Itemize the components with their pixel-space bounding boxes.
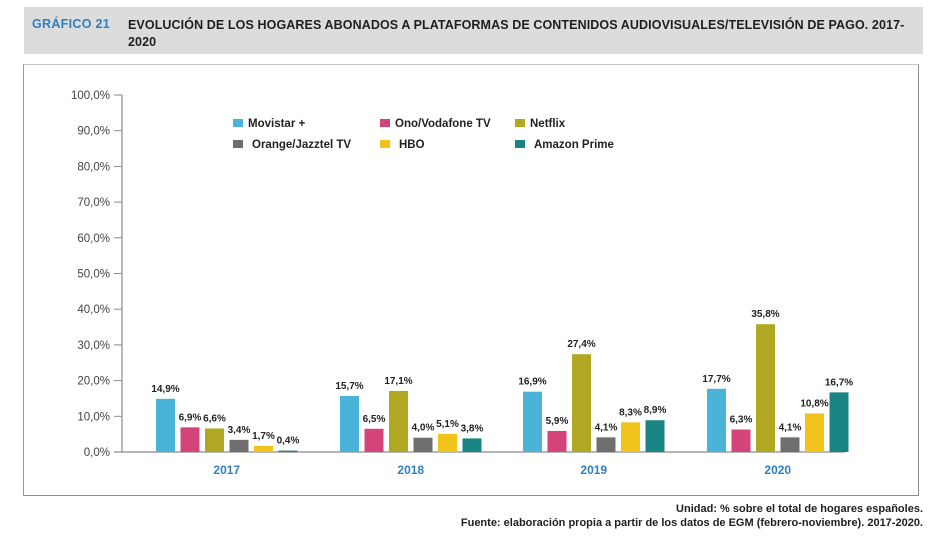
bar — [462, 438, 482, 452]
bar — [413, 437, 433, 452]
legend-swatch — [515, 140, 525, 148]
legend-label: HBO — [399, 139, 425, 151]
chart-header: GRÁFICO 21 EVOLUCIÓN DE LOS HOGARES ABON… — [24, 7, 923, 54]
data-label: 6,3% — [730, 415, 753, 426]
bar — [205, 428, 224, 452]
bar — [596, 437, 616, 452]
data-label: 4,1% — [595, 422, 618, 433]
y-tick-label: 70,0% — [77, 197, 110, 209]
bar — [340, 395, 359, 452]
data-label: 10,8% — [800, 398, 828, 409]
legend-swatch — [233, 119, 243, 127]
data-label: 16,9% — [518, 377, 546, 388]
bar — [523, 391, 542, 452]
source-note: Fuente: elaboración propia a partir de l… — [460, 517, 923, 529]
figure-number: GRÁFICO 21 — [32, 17, 111, 31]
unit-note: Unidad: % sobre el total de hogares espa… — [676, 503, 923, 515]
data-label: 8,9% — [644, 405, 667, 416]
bar — [156, 398, 175, 452]
x-category-label: 2019 — [580, 463, 607, 477]
legend-swatch — [380, 140, 390, 148]
data-label: 27,4% — [567, 339, 595, 350]
bar — [780, 437, 800, 452]
data-label: 16,7% — [825, 377, 853, 388]
y-tick-label: 40,0% — [77, 304, 110, 316]
bar — [229, 439, 249, 452]
data-label: 0,4% — [277, 436, 300, 447]
y-tick-label: 60,0% — [77, 233, 110, 245]
x-category-label: 2020 — [764, 463, 791, 477]
legend-label: Orange/Jazztel TV — [252, 139, 351, 151]
data-label: 3,4% — [228, 425, 251, 436]
data-label: 35,8% — [751, 309, 779, 320]
bar — [254, 445, 273, 452]
y-tick-label: 10,0% — [77, 411, 110, 423]
data-label: 5,9% — [546, 416, 569, 427]
data-label: 15,7% — [335, 381, 363, 392]
legend-swatch — [515, 119, 525, 127]
data-label: 1,7% — [252, 431, 275, 442]
data-label: 5,1% — [436, 419, 459, 430]
bar — [829, 392, 849, 452]
legend-swatch — [233, 140, 243, 148]
legend-label: Movistar + — [248, 118, 305, 130]
legend-label: Netflix — [530, 118, 566, 130]
y-tick-label: 20,0% — [77, 376, 110, 388]
y-tick-label: 100,0% — [71, 90, 110, 102]
data-label: 17,7% — [702, 374, 730, 385]
bar — [278, 450, 298, 452]
y-tick-label: 90,0% — [77, 126, 110, 138]
data-label: 6,5% — [363, 414, 386, 425]
bar — [389, 390, 408, 452]
bar — [756, 324, 775, 452]
data-label: 17,1% — [384, 376, 412, 387]
legend-label: Amazon Prime — [534, 139, 614, 151]
x-category-label: 2018 — [397, 463, 424, 477]
bar — [180, 427, 200, 452]
legend-swatch — [380, 119, 390, 127]
data-label: 6,6% — [203, 413, 226, 424]
bar — [805, 413, 824, 452]
y-tick-label: 0,0% — [84, 447, 110, 459]
data-label: 4,1% — [779, 422, 802, 433]
bar — [572, 354, 591, 452]
y-tick-label: 50,0% — [77, 269, 110, 281]
bar — [645, 420, 665, 452]
y-tick-label: 80,0% — [77, 161, 110, 173]
bar — [438, 433, 457, 452]
bar — [364, 428, 384, 452]
data-label: 14,9% — [151, 384, 179, 395]
bar — [547, 430, 567, 452]
x-category-label: 2017 — [213, 463, 240, 477]
chart-title: EVOLUCIÓN DE LOS HOGARES ABONADOS A PLAT… — [128, 18, 905, 49]
bar — [707, 388, 726, 452]
data-label: 8,3% — [619, 407, 642, 418]
bar — [731, 429, 751, 452]
legend-label: Ono/Vodafone TV — [395, 118, 491, 130]
bar — [621, 422, 640, 452]
data-label: 3,8% — [461, 423, 484, 434]
y-tick-label: 30,0% — [77, 340, 110, 352]
data-label: 6,9% — [179, 412, 202, 423]
data-label: 4,0% — [412, 423, 435, 434]
